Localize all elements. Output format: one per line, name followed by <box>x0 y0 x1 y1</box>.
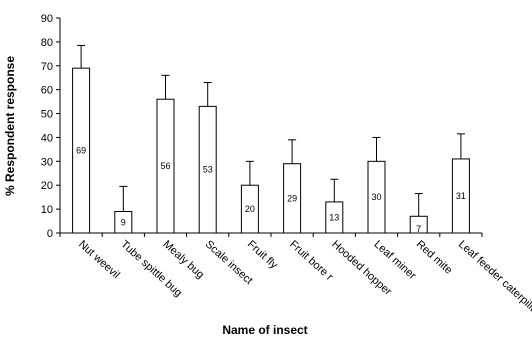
category-label: Leaf feeder caterpillar <box>456 238 532 318</box>
y-tick-label: 70 <box>41 61 53 73</box>
y-tick-label: 0 <box>47 228 53 240</box>
data-label: 9 <box>121 217 126 227</box>
category-label: Fruit bore r <box>287 238 335 283</box>
data-label: 20 <box>245 204 255 214</box>
y-tick-label: 30 <box>41 156 53 168</box>
x-axis-title: Name of insect <box>222 323 307 337</box>
y-tick-label: 20 <box>41 180 53 192</box>
data-label: 53 <box>203 165 213 175</box>
data-label: 30 <box>371 192 381 202</box>
data-label: 7 <box>416 224 421 234</box>
y-tick-label: 90 <box>41 13 53 25</box>
y-tick-label: 60 <box>41 85 53 97</box>
y-tick-label: 80 <box>41 37 53 49</box>
bars <box>72 44 470 234</box>
data-label: 56 <box>160 161 170 171</box>
y-tick-label: 40 <box>41 132 53 144</box>
data-label: 69 <box>76 146 86 156</box>
data-label: 31 <box>456 191 466 201</box>
axes: 0 10 20 30 40 50 60 70 80 90 <box>41 13 483 240</box>
data-label: 29 <box>287 193 297 203</box>
y-axis-title: % Respondent response <box>3 56 17 196</box>
y-tick-label: 50 <box>41 109 53 121</box>
y-tick-label: 10 <box>41 204 53 216</box>
category-label: Nut weevil <box>76 238 122 281</box>
category-label: Fruit fly <box>245 238 280 271</box>
data-label: 13 <box>329 212 339 222</box>
category-label: Red mite <box>414 238 455 276</box>
